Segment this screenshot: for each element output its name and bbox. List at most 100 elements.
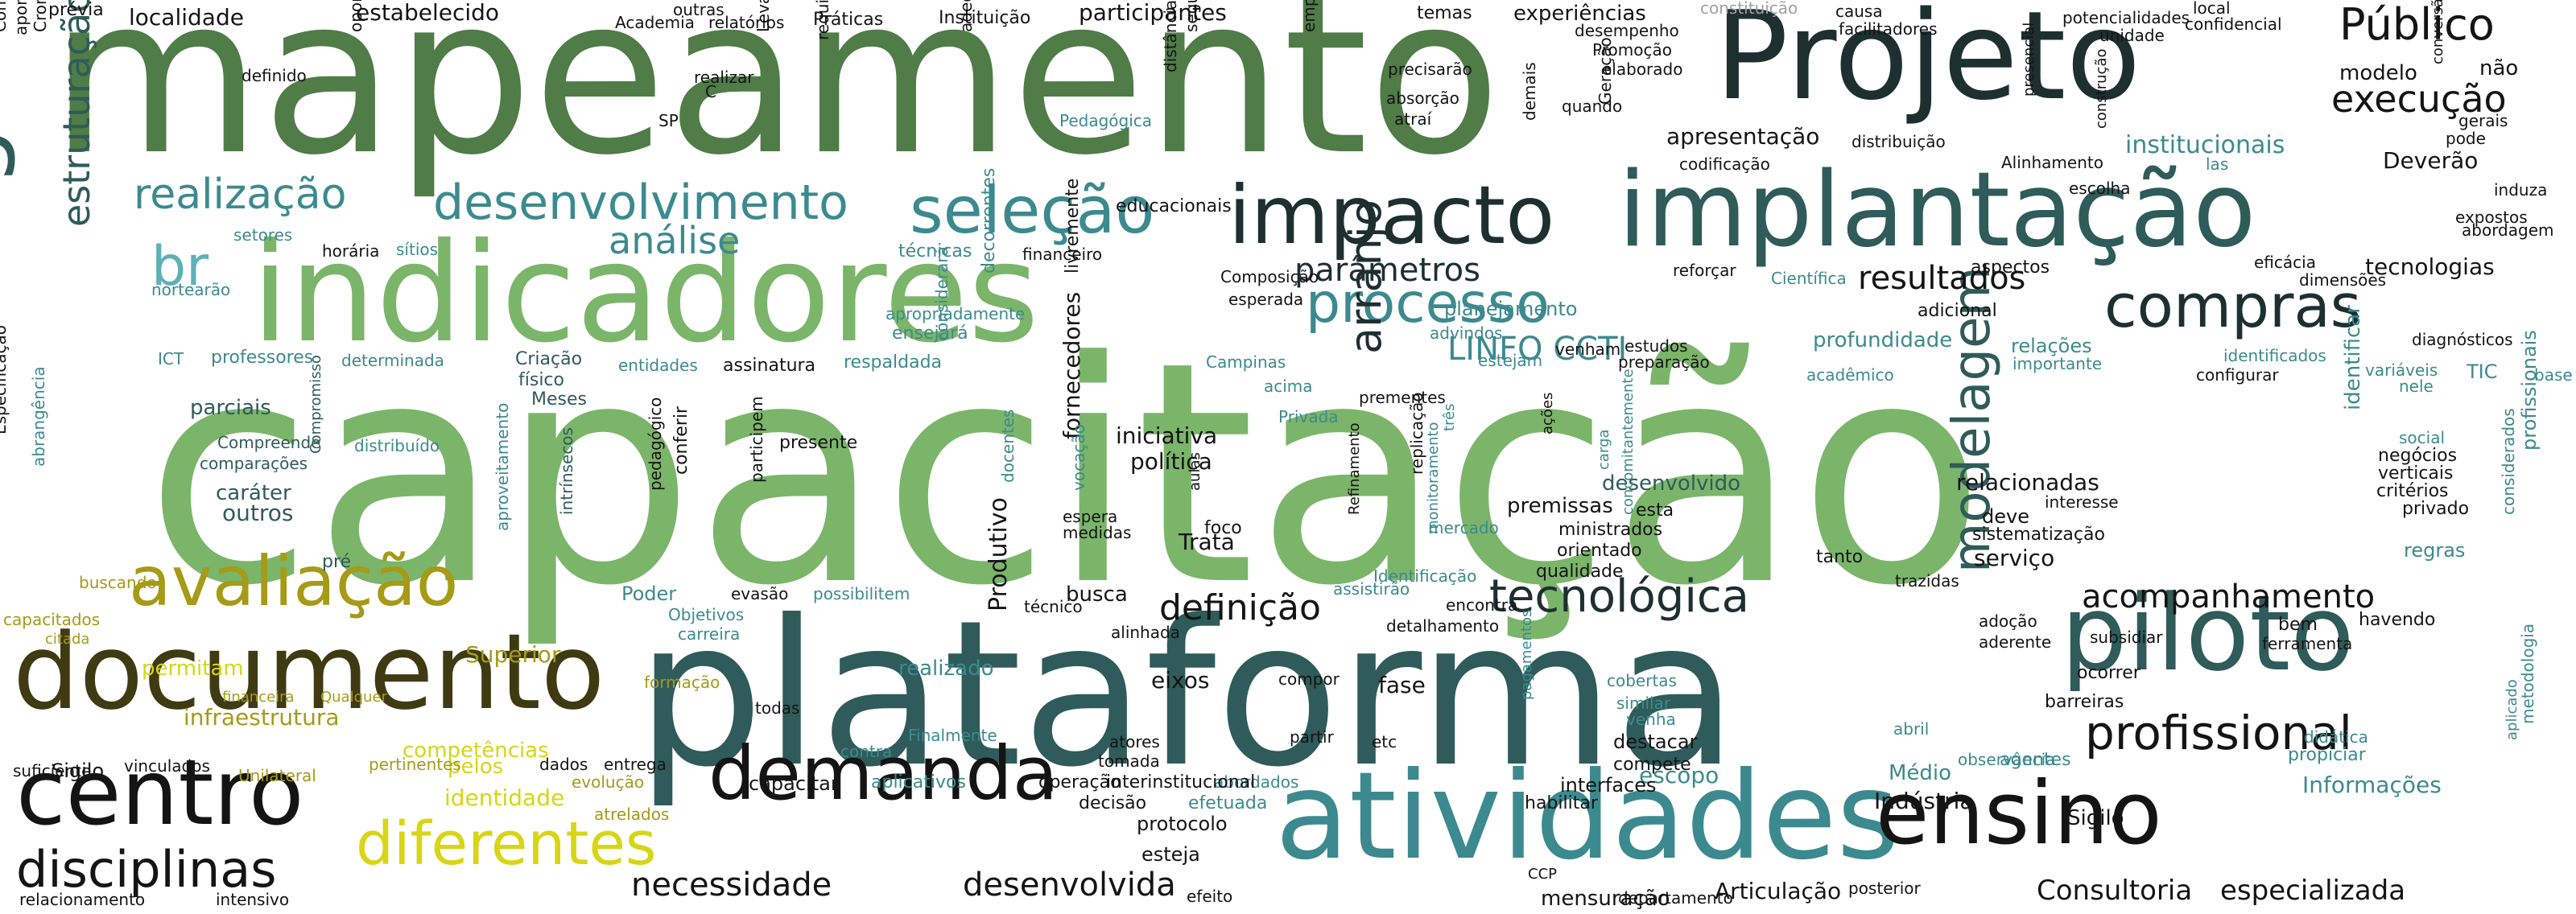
cloud-word: determinada (341, 351, 444, 370)
cloud-word: apontamentos (11, 0, 31, 35)
cloud-word: Médio (1889, 761, 1952, 785)
cloud-word: departamento (1618, 888, 1733, 908)
cloud-word: processo (1306, 272, 1550, 336)
cloud-word: nele (2399, 377, 2434, 396)
cloud-word: suficiente (13, 761, 92, 780)
cloud-word: mapeamento (50, 0, 1501, 203)
cloud-word: Sigilo (2067, 806, 2124, 830)
cloud-word: distribuído (354, 436, 440, 455)
cloud-word: pertinentes (369, 755, 461, 774)
cloud-word: assinatura (723, 356, 816, 376)
cloud-word: las (2206, 154, 2229, 174)
cloud-word: efeito (1187, 887, 1233, 906)
cloud-word: critérios (2376, 481, 2449, 501)
cloud-word: Deverão (2383, 147, 2479, 174)
cloud-word: profissional (2085, 706, 2352, 760)
cloud-word: considerará (932, 246, 952, 341)
cloud-word: aspectos (1971, 257, 2050, 278)
cloud-word: realizado (898, 657, 994, 681)
cloud-word: codificação (1679, 154, 1770, 174)
cloud-word: posterior (1848, 879, 1921, 898)
cloud-word: plataforma (636, 577, 1738, 811)
cloud-word: gerais (2458, 111, 2508, 130)
cloud-word: participem (747, 396, 766, 483)
cloud-word: variáveis (2365, 360, 2438, 380)
cloud-word: reforçar (1673, 261, 1736, 280)
cloud-word: ICT (158, 349, 184, 368)
cloud-word: adicional (1918, 301, 1997, 321)
cloud-word: desempenho (1575, 21, 1679, 40)
cloud-word: conversão (2429, 0, 2446, 64)
cloud-word: temas (1417, 3, 1472, 23)
cloud-word: concomitantemente (1620, 368, 1637, 515)
cloud-word: local (2193, 0, 2231, 18)
cloud-word: diferentes (356, 809, 657, 879)
cloud-word: possibilitem (813, 584, 910, 603)
cloud-word: considerados (2499, 408, 2518, 515)
cloud-word: entidades (618, 356, 698, 375)
cloud-word: definição (1159, 587, 1321, 628)
cloud-word: seguir (1182, 0, 1201, 32)
cloud-word: Compromisso (308, 355, 324, 454)
cloud-word: disciplinas (16, 840, 277, 899)
cloud-word: Objetivos (668, 605, 745, 624)
cloud-word: didática (2304, 727, 2368, 747)
cloud-word: profundidade (1813, 328, 1953, 352)
cloud-word: Pedagógica (1059, 111, 1153, 130)
cloud-word: identidade (444, 784, 565, 811)
cloud-word: estejam (1478, 351, 1543, 370)
cloud-word: execução (2331, 77, 2507, 121)
cloud-word: abrangência (29, 366, 48, 467)
cloud-word: subsidiar (2090, 628, 2163, 647)
cloud-word: pagamentos (1518, 609, 1535, 700)
cloud-word: dimensões (2299, 270, 2387, 290)
cloud-word: trazidas (1895, 571, 1959, 591)
cloud-word: Refinamento (1346, 422, 1363, 515)
cloud-word: implantação (1618, 150, 2256, 270)
cloud-word: formação (644, 673, 720, 692)
cloud-word: política (1130, 448, 1212, 475)
cloud-word: qualidade (1536, 562, 1624, 582)
cloud-word: documento (13, 611, 605, 733)
cloud-word: não (2479, 56, 2519, 80)
cloud-word: regras (2404, 539, 2466, 562)
cloud-word: empregabilidade (1299, 0, 1319, 32)
cloud-word: induza (2494, 180, 2548, 200)
cloud-word: diagnósticos (2412, 330, 2513, 349)
cloud-word: caráter (216, 481, 291, 505)
cloud-word: compete (1613, 755, 1691, 775)
cloud-word: experiências (1513, 2, 1646, 26)
cloud-word: apropriadamente (886, 304, 1026, 323)
cloud-word: outras (673, 0, 724, 19)
cloud-word: relatórios (708, 13, 785, 32)
cloud-word: dados (539, 755, 588, 774)
cloud-word: preparação (1618, 352, 1710, 372)
cloud-word: observância (1958, 750, 2056, 769)
cloud-word: sítios (396, 240, 439, 259)
cloud-word: intensivo (216, 890, 290, 909)
cloud-word: Especificação (0, 325, 10, 434)
cloud-word: atores (1109, 732, 1160, 751)
cloud-word: Academia (615, 13, 695, 32)
cloud-word: tecnológica (1489, 570, 1749, 623)
cloud-word: Consultoria (2037, 875, 2193, 907)
cloud-word: havendo (2359, 610, 2436, 630)
cloud-word: acompanhamento (2082, 578, 2376, 616)
cloud-word: precisarão (1388, 60, 1472, 79)
cloud-word: compor (1278, 669, 1340, 689)
cloud-word: desenvolvimento (433, 175, 848, 231)
cloud-word: parâmetros (1294, 252, 1480, 289)
cloud-word: fornecedores (1059, 291, 1085, 439)
cloud-word: financeira (222, 689, 295, 706)
cloud-word: Unilateral (238, 766, 316, 785)
cloud-word: bem (2278, 615, 2318, 635)
cloud-word: definido (242, 66, 307, 85)
cloud-word: carreira (678, 624, 741, 644)
cloud-word: adoção (1979, 611, 2037, 631)
cloud-word: advindos (1430, 323, 1503, 343)
cloud-word: resultados (1858, 260, 2026, 297)
cloud-word: social (2399, 428, 2446, 447)
cloud-word: eficácia (2254, 253, 2316, 272)
cloud-word: atrelados (594, 805, 670, 824)
cloud-word: ensejará (892, 323, 968, 344)
